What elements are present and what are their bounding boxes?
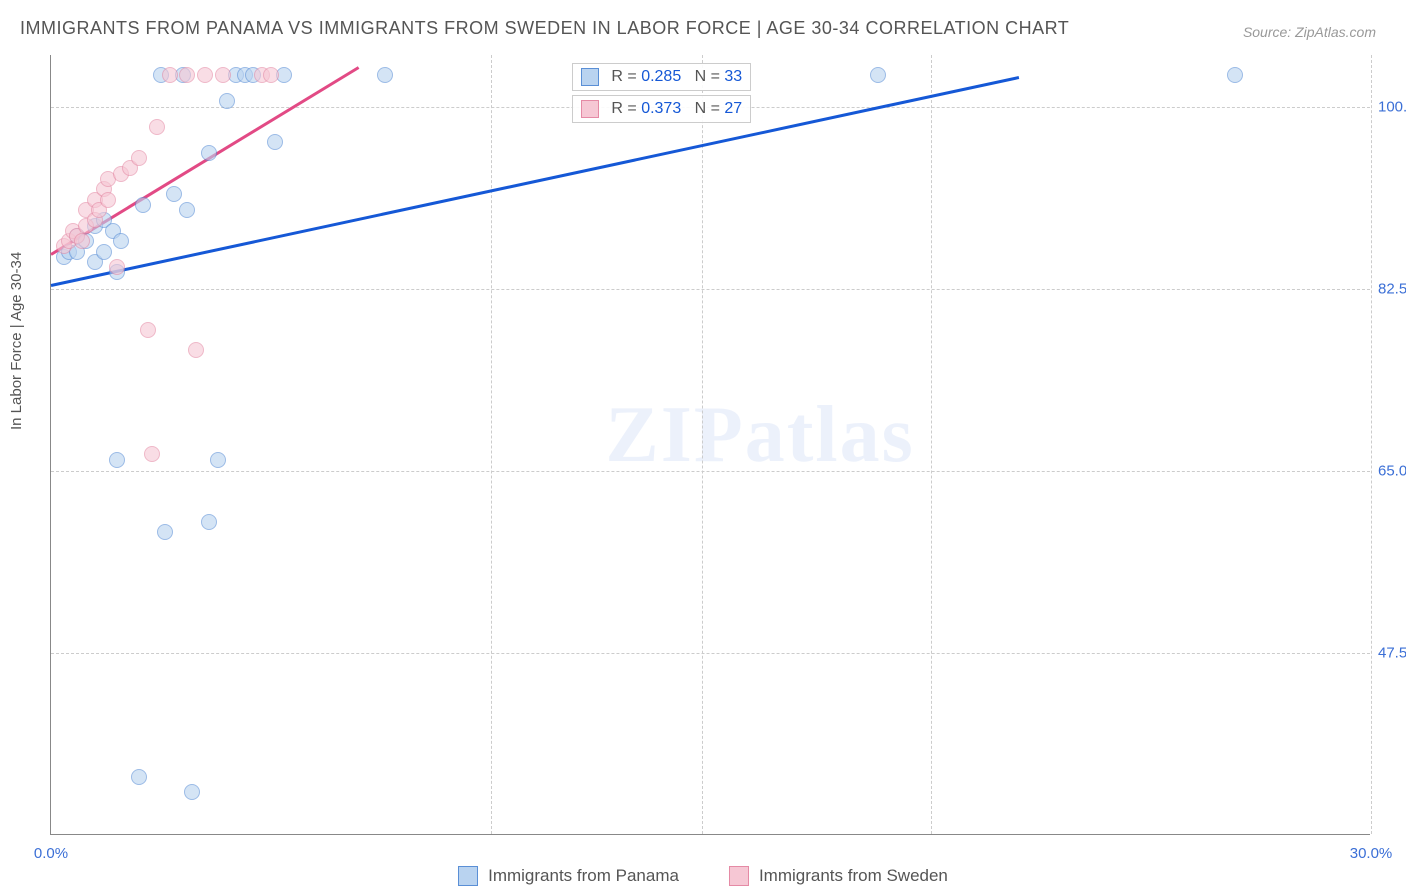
data-point	[179, 67, 195, 83]
y-tick-label: 47.5%	[1378, 645, 1406, 662]
legend-swatch-sweden	[729, 866, 749, 886]
y-tick-label: 65.0%	[1378, 463, 1406, 480]
data-point	[109, 259, 125, 275]
legend-label-sweden: Immigrants from Sweden	[759, 866, 948, 886]
scatter-chart: ZIPatlas 47.5%65.0%82.5%100.0%0.0%30.0%R…	[50, 55, 1370, 835]
data-point	[219, 93, 235, 109]
legend-item-sweden: Immigrants from Sweden	[729, 866, 948, 886]
stat-text: R = 0.285 N = 33	[611, 68, 742, 86]
data-point	[96, 244, 112, 260]
gridline-horizontal	[51, 471, 1370, 472]
chart-title: IMMIGRANTS FROM PANAMA VS IMMIGRANTS FRO…	[20, 18, 1069, 39]
gridline-horizontal	[51, 653, 1370, 654]
gridline-vertical	[1371, 55, 1372, 834]
data-point	[140, 322, 156, 338]
data-point	[1227, 67, 1243, 83]
stat-swatch	[581, 68, 599, 86]
data-point	[109, 452, 125, 468]
data-point	[215, 67, 231, 83]
source-attribution: Source: ZipAtlas.com	[1243, 24, 1376, 40]
x-tick-label: 30.0%	[1350, 845, 1393, 862]
legend-swatch-panama	[458, 866, 478, 886]
x-tick-label: 0.0%	[34, 845, 68, 862]
data-point	[157, 524, 173, 540]
data-point	[144, 446, 160, 462]
data-point	[263, 67, 279, 83]
data-point	[870, 67, 886, 83]
data-point	[210, 452, 226, 468]
data-point	[113, 233, 129, 249]
data-point	[188, 342, 204, 358]
data-point	[131, 150, 147, 166]
chart-legend: Immigrants from Panama Immigrants from S…	[0, 866, 1406, 886]
data-point	[166, 186, 182, 202]
data-point	[184, 784, 200, 800]
gridline-horizontal	[51, 289, 1370, 290]
data-point	[131, 769, 147, 785]
data-point	[179, 202, 195, 218]
gridline-vertical	[931, 55, 932, 834]
data-point	[201, 514, 217, 530]
y-axis-label: In Labor Force | Age 30-34	[8, 252, 25, 430]
data-point	[377, 67, 393, 83]
gridline-vertical	[491, 55, 492, 834]
data-point	[74, 233, 90, 249]
data-point	[201, 145, 217, 161]
stat-swatch	[581, 100, 599, 118]
legend-label-panama: Immigrants from Panama	[488, 866, 679, 886]
legend-item-panama: Immigrants from Panama	[458, 866, 679, 886]
data-point	[267, 134, 283, 150]
correlation-stat-box: R = 0.285 N = 33	[572, 63, 751, 91]
gridline-vertical	[702, 55, 703, 834]
stat-text: R = 0.373 N = 27	[611, 100, 742, 118]
data-point	[197, 67, 213, 83]
data-point	[149, 119, 165, 135]
y-tick-label: 100.0%	[1378, 99, 1406, 116]
data-point	[162, 67, 178, 83]
correlation-stat-box: R = 0.373 N = 27	[572, 95, 751, 123]
data-point	[100, 192, 116, 208]
y-tick-label: 82.5%	[1378, 281, 1406, 298]
watermark: ZIPatlas	[605, 390, 914, 481]
data-point	[135, 197, 151, 213]
